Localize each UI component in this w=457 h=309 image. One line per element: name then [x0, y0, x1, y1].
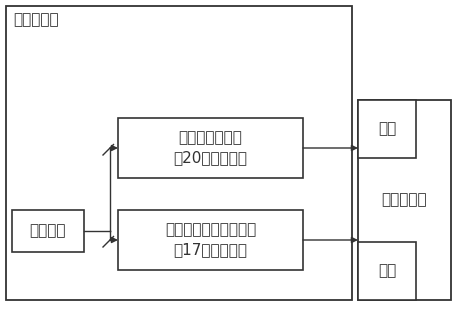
Bar — [358, 242, 416, 300]
Text: 地址: 地址 — [378, 264, 396, 278]
Bar — [358, 100, 416, 158]
Text: （20位计数器）: （20位计数器） — [174, 150, 248, 166]
Text: 自检存储器地址发生器: 自检存储器地址发生器 — [165, 222, 256, 238]
Text: 系统时钟: 系统时钟 — [30, 223, 66, 239]
Bar — [358, 100, 451, 300]
Text: 数据: 数据 — [378, 121, 396, 137]
Bar — [12, 210, 84, 252]
Text: （17位计数器）: （17位计数器） — [174, 243, 248, 257]
Text: 自检存储器: 自检存储器 — [382, 193, 427, 208]
Bar — [118, 210, 303, 270]
Bar — [6, 6, 352, 300]
Text: 正常地址发生器: 正常地址发生器 — [179, 130, 242, 146]
Text: 地址发生器: 地址发生器 — [13, 12, 58, 28]
Bar — [118, 118, 303, 178]
